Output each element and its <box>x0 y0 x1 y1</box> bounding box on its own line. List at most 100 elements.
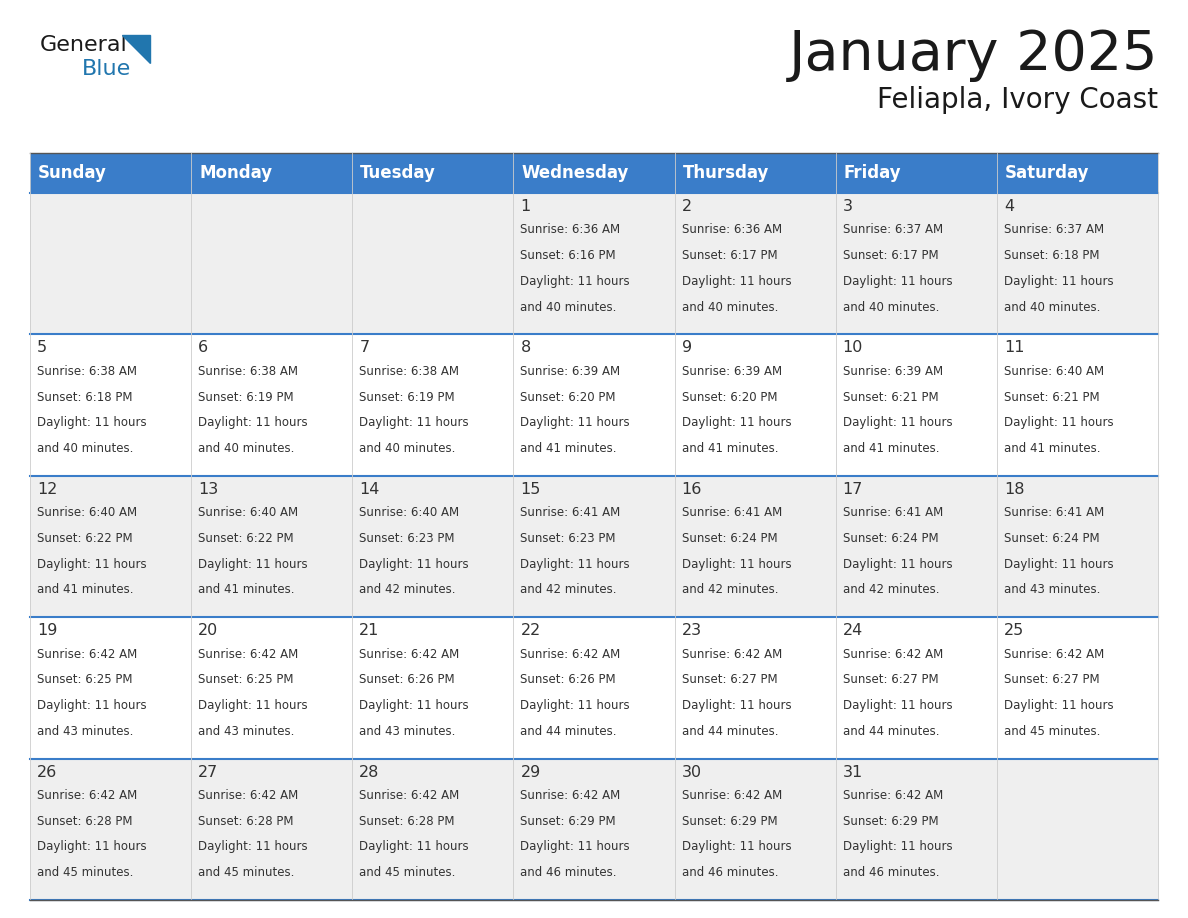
Text: Daylight: 11 hours: Daylight: 11 hours <box>682 416 791 430</box>
Text: Sunrise: 6:42 AM: Sunrise: 6:42 AM <box>198 647 298 661</box>
Text: Sunrise: 6:40 AM: Sunrise: 6:40 AM <box>198 506 298 520</box>
Text: 27: 27 <box>198 765 219 779</box>
Text: Sunrise: 6:42 AM: Sunrise: 6:42 AM <box>37 789 138 802</box>
Text: Sunset: 6:18 PM: Sunset: 6:18 PM <box>37 390 133 404</box>
Bar <box>513 758 675 900</box>
Text: Sunrise: 6:37 AM: Sunrise: 6:37 AM <box>842 223 943 237</box>
Text: Tuesday: Tuesday <box>360 164 436 182</box>
Text: Sunrise: 6:42 AM: Sunrise: 6:42 AM <box>359 647 460 661</box>
Text: and 42 minutes.: and 42 minutes. <box>359 583 456 597</box>
Bar <box>835 758 997 900</box>
Bar <box>513 153 675 193</box>
Bar <box>997 617 1158 758</box>
Text: Sunset: 6:28 PM: Sunset: 6:28 PM <box>359 815 455 828</box>
Text: Sunrise: 6:42 AM: Sunrise: 6:42 AM <box>842 647 943 661</box>
Text: and 41 minutes.: and 41 minutes. <box>198 583 295 597</box>
Text: Sunrise: 6:38 AM: Sunrise: 6:38 AM <box>198 364 298 378</box>
Text: Sunset: 6:22 PM: Sunset: 6:22 PM <box>198 532 293 545</box>
Bar <box>513 617 675 758</box>
Text: and 44 minutes.: and 44 minutes. <box>842 724 940 738</box>
Text: and 40 minutes.: and 40 minutes. <box>682 300 778 314</box>
Text: Daylight: 11 hours: Daylight: 11 hours <box>682 699 791 712</box>
Bar <box>191 476 353 617</box>
Bar <box>30 476 191 617</box>
Text: Daylight: 11 hours: Daylight: 11 hours <box>1004 274 1113 288</box>
Text: Daylight: 11 hours: Daylight: 11 hours <box>198 841 308 854</box>
Text: Sunset: 6:23 PM: Sunset: 6:23 PM <box>359 532 455 545</box>
Text: Sunset: 6:28 PM: Sunset: 6:28 PM <box>37 815 133 828</box>
Text: and 43 minutes.: and 43 minutes. <box>198 724 295 738</box>
Text: Sunrise: 6:40 AM: Sunrise: 6:40 AM <box>37 506 137 520</box>
Text: Sunset: 6:23 PM: Sunset: 6:23 PM <box>520 532 615 545</box>
Bar <box>675 193 835 334</box>
Text: Sunrise: 6:39 AM: Sunrise: 6:39 AM <box>842 364 943 378</box>
Text: and 41 minutes.: and 41 minutes. <box>37 583 133 597</box>
Bar <box>353 334 513 476</box>
Text: 10: 10 <box>842 341 864 355</box>
Bar <box>997 193 1158 334</box>
Bar <box>997 153 1158 193</box>
Text: Sunset: 6:24 PM: Sunset: 6:24 PM <box>682 532 777 545</box>
Text: and 45 minutes.: and 45 minutes. <box>37 867 133 879</box>
Text: 5: 5 <box>37 341 48 355</box>
Text: Daylight: 11 hours: Daylight: 11 hours <box>520 841 630 854</box>
Text: 3: 3 <box>842 199 853 214</box>
Text: Sunrise: 6:38 AM: Sunrise: 6:38 AM <box>37 364 137 378</box>
Text: 17: 17 <box>842 482 864 497</box>
Text: and 41 minutes.: and 41 minutes. <box>520 442 617 455</box>
Text: and 43 minutes.: and 43 minutes. <box>37 724 133 738</box>
Bar <box>353 476 513 617</box>
Text: and 46 minutes.: and 46 minutes. <box>682 867 778 879</box>
Text: Sunset: 6:24 PM: Sunset: 6:24 PM <box>1004 532 1099 545</box>
Text: 22: 22 <box>520 623 541 638</box>
Bar <box>835 476 997 617</box>
Text: Sunset: 6:27 PM: Sunset: 6:27 PM <box>842 673 939 687</box>
Text: Daylight: 11 hours: Daylight: 11 hours <box>842 557 953 571</box>
Text: Sunset: 6:19 PM: Sunset: 6:19 PM <box>198 390 293 404</box>
Text: Sunrise: 6:40 AM: Sunrise: 6:40 AM <box>359 506 460 520</box>
Text: Daylight: 11 hours: Daylight: 11 hours <box>842 699 953 712</box>
Text: 20: 20 <box>198 623 219 638</box>
Text: Sunset: 6:25 PM: Sunset: 6:25 PM <box>37 673 133 687</box>
Text: Daylight: 11 hours: Daylight: 11 hours <box>1004 557 1113 571</box>
Bar <box>513 476 675 617</box>
Bar <box>513 193 675 334</box>
Text: Daylight: 11 hours: Daylight: 11 hours <box>359 416 469 430</box>
Bar <box>30 334 191 476</box>
Text: 26: 26 <box>37 765 57 779</box>
Text: Blue: Blue <box>82 59 131 79</box>
Text: and 45 minutes.: and 45 minutes. <box>1004 724 1100 738</box>
Text: Sunrise: 6:38 AM: Sunrise: 6:38 AM <box>359 364 460 378</box>
Text: Sunrise: 6:41 AM: Sunrise: 6:41 AM <box>682 506 782 520</box>
Text: Sunset: 6:16 PM: Sunset: 6:16 PM <box>520 249 617 263</box>
Text: Daylight: 11 hours: Daylight: 11 hours <box>520 416 630 430</box>
Text: and 43 minutes.: and 43 minutes. <box>359 724 456 738</box>
Text: and 46 minutes.: and 46 minutes. <box>520 867 617 879</box>
Text: 16: 16 <box>682 482 702 497</box>
Text: Sunset: 6:22 PM: Sunset: 6:22 PM <box>37 532 133 545</box>
Text: General: General <box>40 35 128 55</box>
Text: Friday: Friday <box>843 164 902 182</box>
Text: 4: 4 <box>1004 199 1015 214</box>
Text: 8: 8 <box>520 341 531 355</box>
Text: 29: 29 <box>520 765 541 779</box>
Text: and 44 minutes.: and 44 minutes. <box>682 724 778 738</box>
Text: 23: 23 <box>682 623 702 638</box>
Bar <box>191 153 353 193</box>
Text: Sunrise: 6:36 AM: Sunrise: 6:36 AM <box>682 223 782 237</box>
Bar <box>191 334 353 476</box>
Text: and 40 minutes.: and 40 minutes. <box>198 442 295 455</box>
Bar <box>675 334 835 476</box>
Text: Sunrise: 6:41 AM: Sunrise: 6:41 AM <box>1004 506 1104 520</box>
Text: Daylight: 11 hours: Daylight: 11 hours <box>842 416 953 430</box>
Text: Sunrise: 6:42 AM: Sunrise: 6:42 AM <box>359 789 460 802</box>
Text: and 40 minutes.: and 40 minutes. <box>37 442 133 455</box>
Text: Sunset: 6:20 PM: Sunset: 6:20 PM <box>682 390 777 404</box>
Text: Sunrise: 6:42 AM: Sunrise: 6:42 AM <box>1004 647 1104 661</box>
Bar <box>30 617 191 758</box>
Text: Wednesday: Wednesday <box>522 164 628 182</box>
Text: Sunrise: 6:41 AM: Sunrise: 6:41 AM <box>842 506 943 520</box>
Bar <box>353 617 513 758</box>
Text: Sunset: 6:18 PM: Sunset: 6:18 PM <box>1004 249 1099 263</box>
Bar <box>997 476 1158 617</box>
